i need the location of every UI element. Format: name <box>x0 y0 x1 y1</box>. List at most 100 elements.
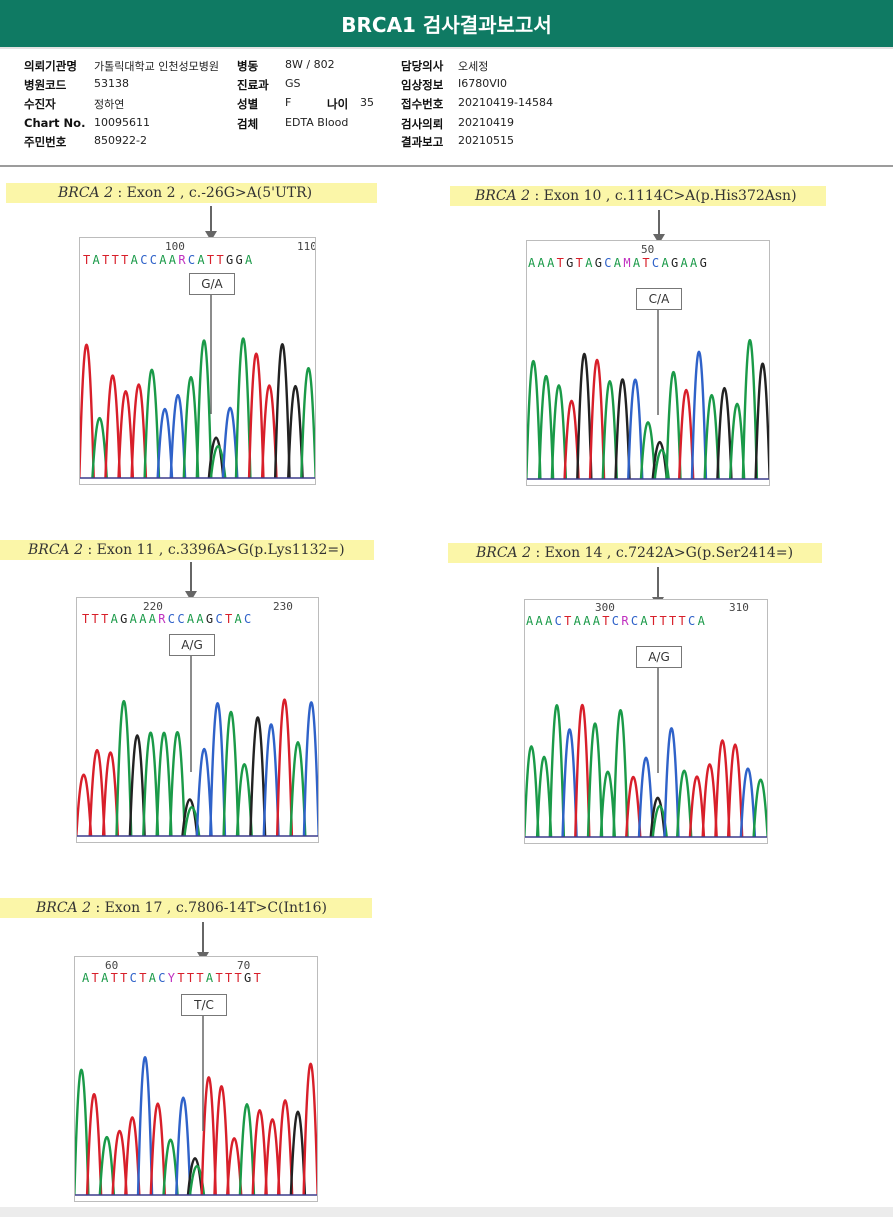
trace-peak <box>142 731 160 837</box>
base-letter: A <box>168 253 179 267</box>
page-footer-strip <box>0 1207 893 1217</box>
base-letter: A <box>159 253 169 267</box>
hospital-code-label: 병원코드 <box>24 78 67 92</box>
variant-description: Exon 14 , c.7242A>G(p.Ser2414=) <box>544 545 794 561</box>
base-sequence: AAATGTAGCAMATCAGAAG <box>528 256 709 270</box>
base-letter: A <box>545 614 555 628</box>
marker-arrow <box>657 567 659 597</box>
base-letter: G <box>225 253 236 267</box>
trace-peak <box>563 399 580 480</box>
chromatogram-panel-4: 300 310 AAACTAAATCRCATTTTCA A/G <box>524 599 768 844</box>
separator: : <box>83 542 97 558</box>
id-value: 850922-2 <box>94 134 147 147</box>
base-letter: A <box>592 614 603 628</box>
chromatogram-trace <box>525 667 767 838</box>
trace-peak <box>752 778 767 838</box>
variant-description: Exon 11 , c.3396A>G(p.Lys1132=) <box>96 542 345 558</box>
base-letter: A <box>82 971 92 985</box>
request-label: 검사의뢰 <box>401 117 444 131</box>
hospital-code-value: 53138 <box>94 77 129 90</box>
chart-value: 10095611 <box>94 116 150 129</box>
base-letter: A <box>234 612 245 626</box>
chromatogram-trace <box>77 655 318 837</box>
base-letter: G <box>670 256 681 270</box>
base-letter: A <box>110 612 121 626</box>
base-letter: T <box>659 614 669 628</box>
trace-peak <box>104 374 122 479</box>
base-letter: G <box>594 256 605 270</box>
variant-description: Exon 17 , c.7806-14T>C(Int16) <box>104 900 327 916</box>
trace-peak <box>302 1062 317 1196</box>
base-letter: A <box>130 253 141 267</box>
trace-peak <box>115 699 133 837</box>
marker-arrow <box>210 206 212 231</box>
trace-peak <box>527 359 542 480</box>
trace-peak <box>574 704 591 838</box>
trace-peak <box>143 368 161 479</box>
trace-peak <box>238 1103 256 1196</box>
base-letter: A <box>197 253 207 267</box>
trace-peak <box>625 776 642 838</box>
separator: : <box>91 900 105 916</box>
chromatogram-panel-1: 100 110 TATTTACCAARCATTGGA G/A <box>79 237 316 485</box>
base-letter: T <box>678 614 689 628</box>
trace-peak <box>207 436 225 479</box>
ward-label: 병동 <box>237 59 259 73</box>
base-letter: T <box>253 971 264 985</box>
base-letter: T <box>575 256 586 270</box>
trace-peak <box>235 763 253 837</box>
genotype-callout: C/A <box>636 288 682 310</box>
trace-peak <box>701 763 718 838</box>
specimen-label: 검체 <box>237 117 259 131</box>
trace-peak <box>651 441 668 480</box>
variant-title-3: BRCA 2 : Exon 11 , c.3396A>G(p.Lys1132=) <box>0 540 374 560</box>
variant-title-2: BRCA 2 : Exon 10 , c.1114C>A(p.His372Asn… <box>450 186 826 206</box>
marker-arrow <box>190 562 192 591</box>
trace-peak <box>728 402 746 480</box>
base-letter: Y <box>167 971 178 985</box>
base-letter: T <box>224 612 235 626</box>
base-letter: T <box>91 612 102 626</box>
base-letter: A <box>661 256 671 270</box>
base-letter: R <box>621 614 631 628</box>
trace-peak <box>273 343 291 479</box>
base-letter: C <box>651 256 662 270</box>
specimen-value: EDTA Blood <box>285 116 349 129</box>
trace-peak <box>88 748 106 837</box>
doctor-label: 담당의사 <box>401 59 444 73</box>
trace-peak <box>195 339 213 479</box>
result-value: 20210515 <box>458 134 514 147</box>
trace-peak <box>537 375 555 480</box>
base-letter: A <box>186 612 197 626</box>
trace-peak <box>289 1110 307 1196</box>
trace-peak <box>637 756 655 838</box>
marker-arrow <box>658 210 660 235</box>
base-letter: T <box>234 971 245 985</box>
trace-peak <box>300 367 315 479</box>
base-letter: C <box>630 614 641 628</box>
trace-peak <box>234 337 252 479</box>
base-letter: T <box>82 612 92 626</box>
patient-info-header: 의뢰기관명 가톨릭대학교 인천성모병원 병동 8W / 802 담당의사 오세정… <box>0 49 893 167</box>
gene-name: BRCA 2 <box>475 188 531 204</box>
request-value: 20210419 <box>458 116 514 129</box>
marker-arrowhead <box>653 234 665 244</box>
base-letter: A <box>245 253 255 267</box>
trace-peak <box>601 380 618 480</box>
base-letter: T <box>186 971 197 985</box>
trace-peak <box>222 711 240 837</box>
trace-peak <box>80 343 95 479</box>
trace-peak <box>690 350 708 480</box>
institution-label: 의뢰기관명 <box>24 59 77 73</box>
recipient-label: 수진자 <box>24 97 56 111</box>
trace-peak <box>169 393 187 479</box>
trace-peak <box>275 698 294 837</box>
trace-peak <box>124 1116 141 1196</box>
position-label-left: 220 <box>143 600 163 613</box>
institution-value: 가톨릭대학교 인천성모병원 <box>94 60 219 73</box>
base-letter: C <box>244 612 254 626</box>
trace-peak <box>117 390 135 479</box>
variant-description: Exon 10 , c.1114C>A(p.His372Asn) <box>543 188 797 204</box>
base-letter: G <box>699 256 710 270</box>
base-letter: T <box>602 614 612 628</box>
